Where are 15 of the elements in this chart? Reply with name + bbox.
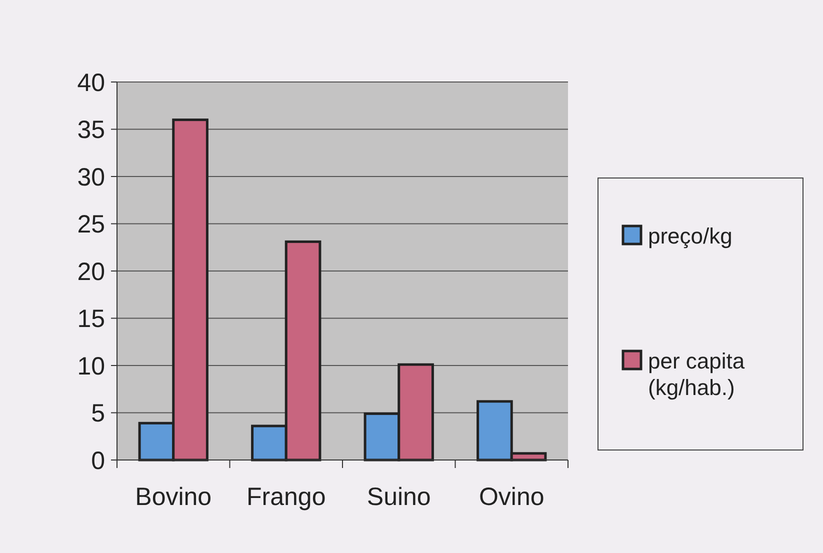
y-tick-label: 0 [91, 446, 105, 475]
x-tick-label: Suino [366, 483, 431, 511]
y-tick-label: 35 [77, 116, 105, 144]
y-tick-label: 15 [77, 305, 105, 333]
y-tick-label: 25 [77, 210, 105, 238]
y-tick-label: 20 [77, 258, 105, 286]
y-tick-label: 5 [91, 400, 105, 428]
legend-label: preço/kg [648, 224, 732, 249]
y-tick-label: 10 [77, 352, 105, 380]
x-tick-label: Bovino [135, 483, 212, 511]
y-tick-label: 40 [77, 68, 105, 97]
legend-label: per capita (kg/hab.) [648, 348, 746, 400]
x-tick-label: Ovino [478, 483, 544, 511]
y-tick-label: 30 [77, 163, 105, 192]
x-tick-label: Frango [246, 483, 326, 511]
